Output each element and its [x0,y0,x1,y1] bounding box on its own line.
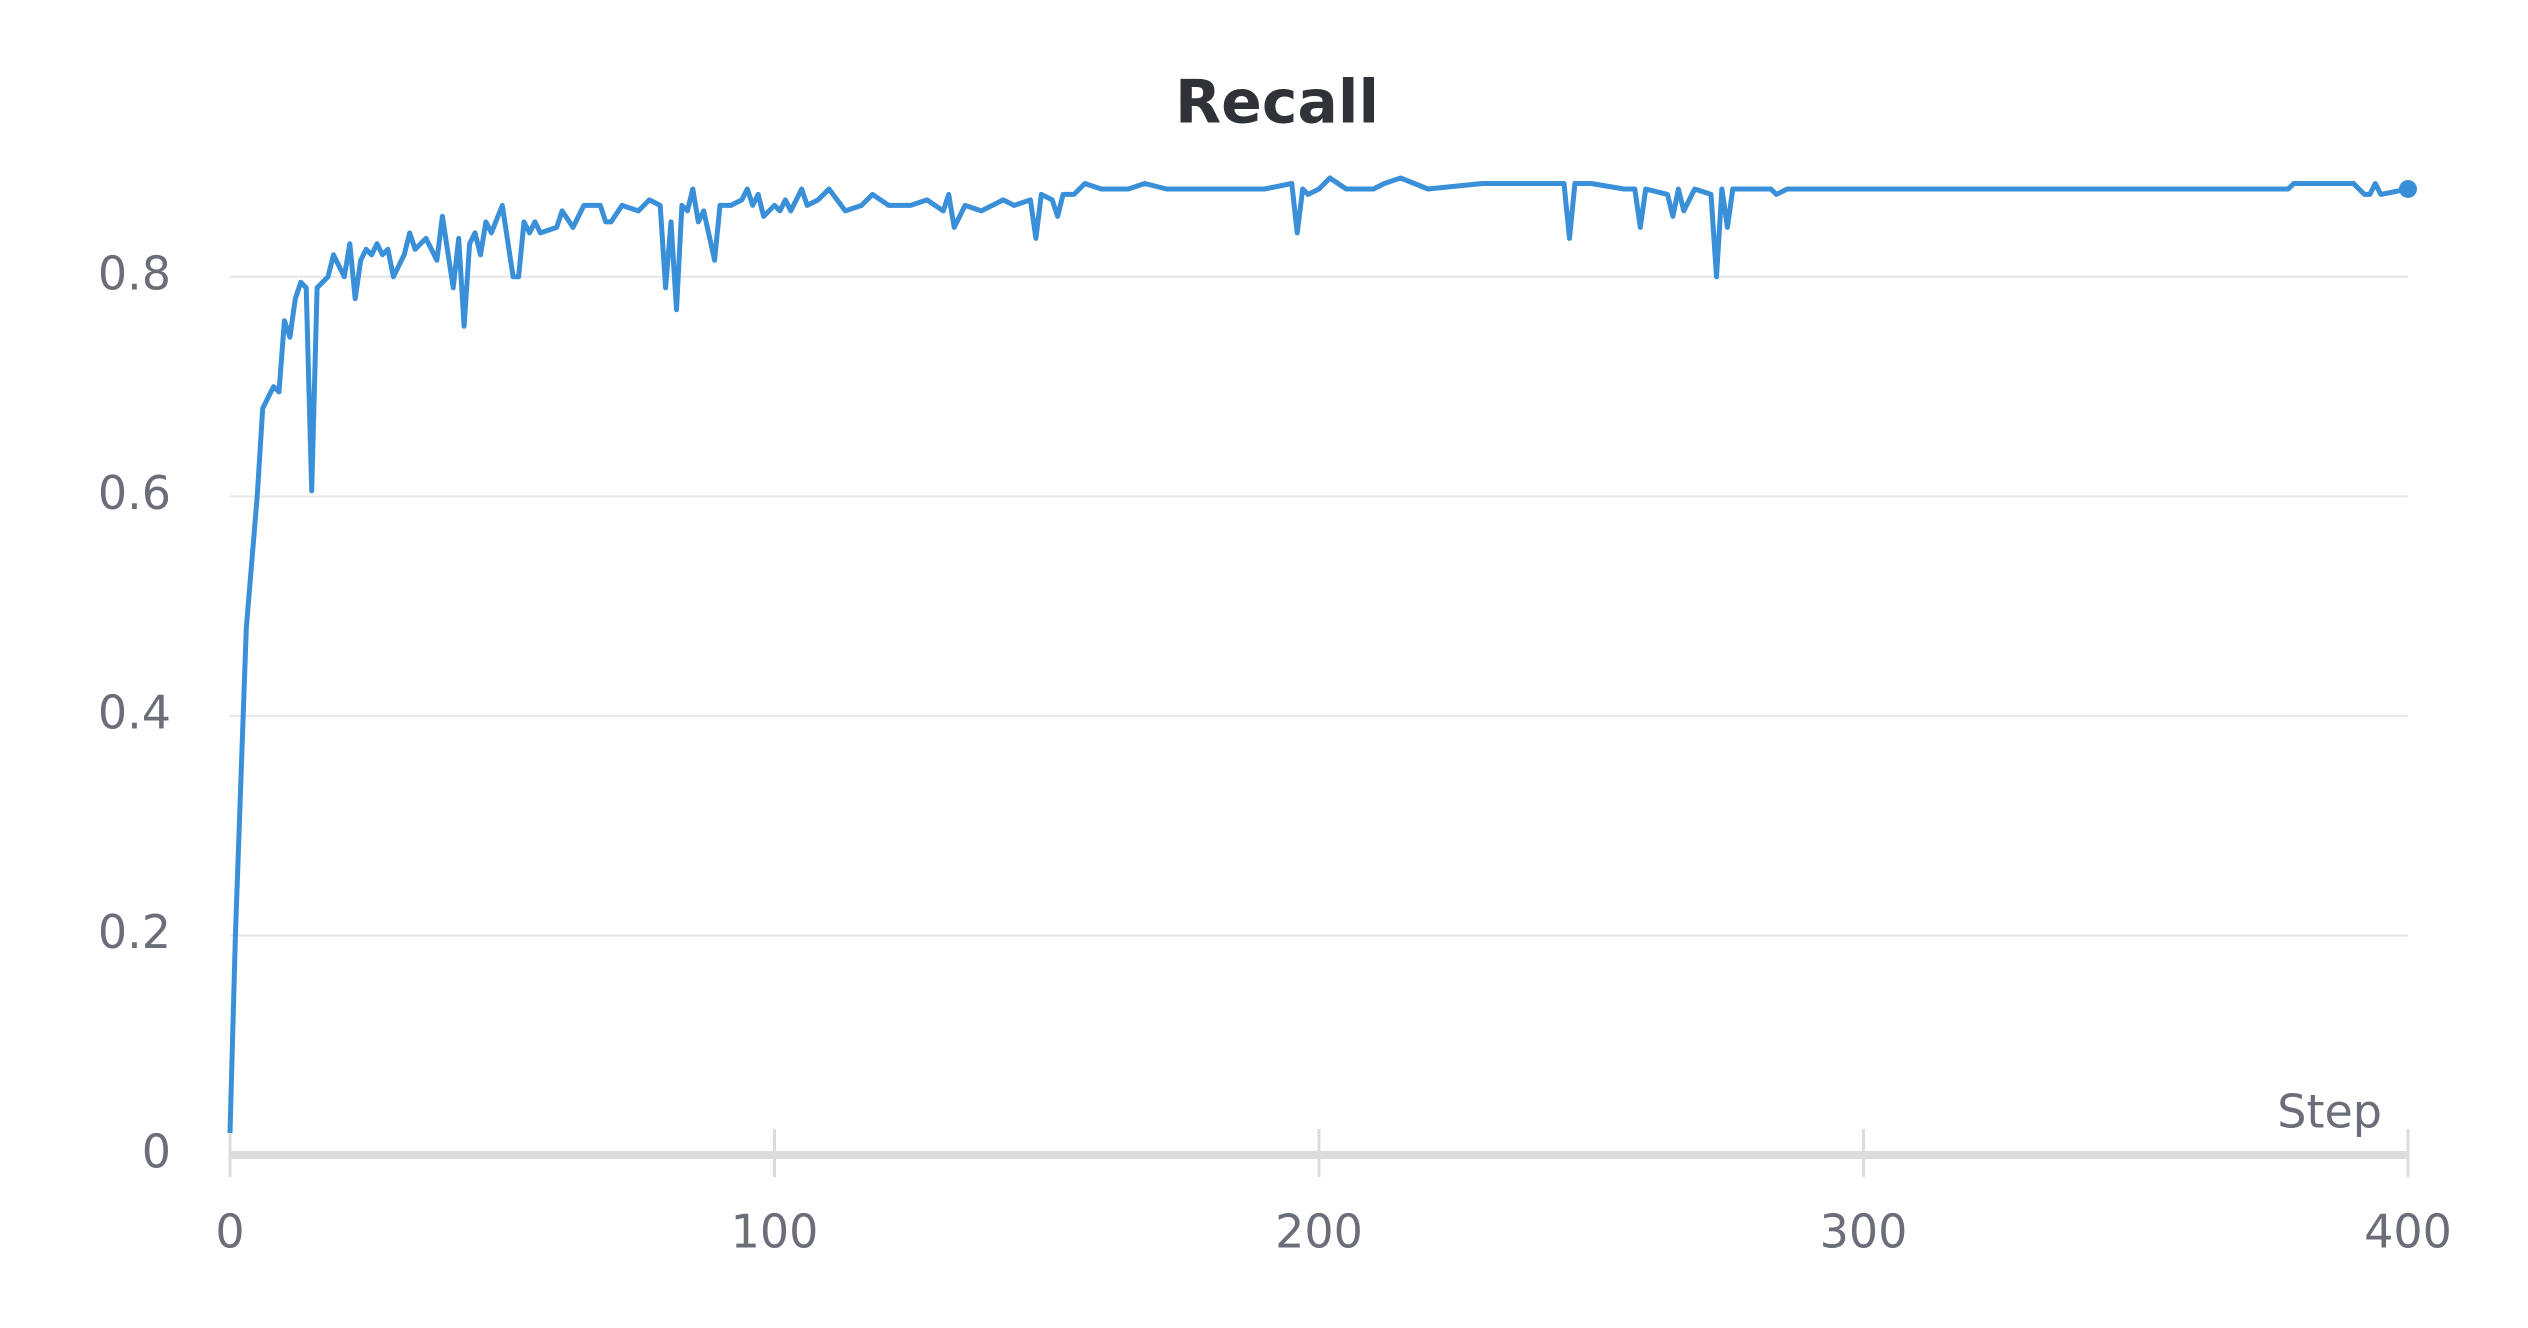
x-tick-label: 400 [2364,1205,2452,1259]
y-tick-label: 0.4 [98,685,171,739]
x-tick-label: 100 [731,1205,819,1259]
y-tick-label: 0.2 [98,905,171,959]
chart-title: Recall [1175,68,1379,138]
x-axis-label: Step [2277,1085,2382,1139]
y-tick-label: 0.6 [98,466,171,520]
x-tick-label: 300 [1820,1205,1908,1259]
line-series [227,175,2409,1134]
end-point [2399,179,2417,198]
y-tick-label: 0.8 [98,246,171,300]
y-tick-label: 0 [142,1125,171,1179]
x-tick-label: 0 [215,1205,244,1259]
x-tick-label: 200 [1275,1205,1363,1259]
